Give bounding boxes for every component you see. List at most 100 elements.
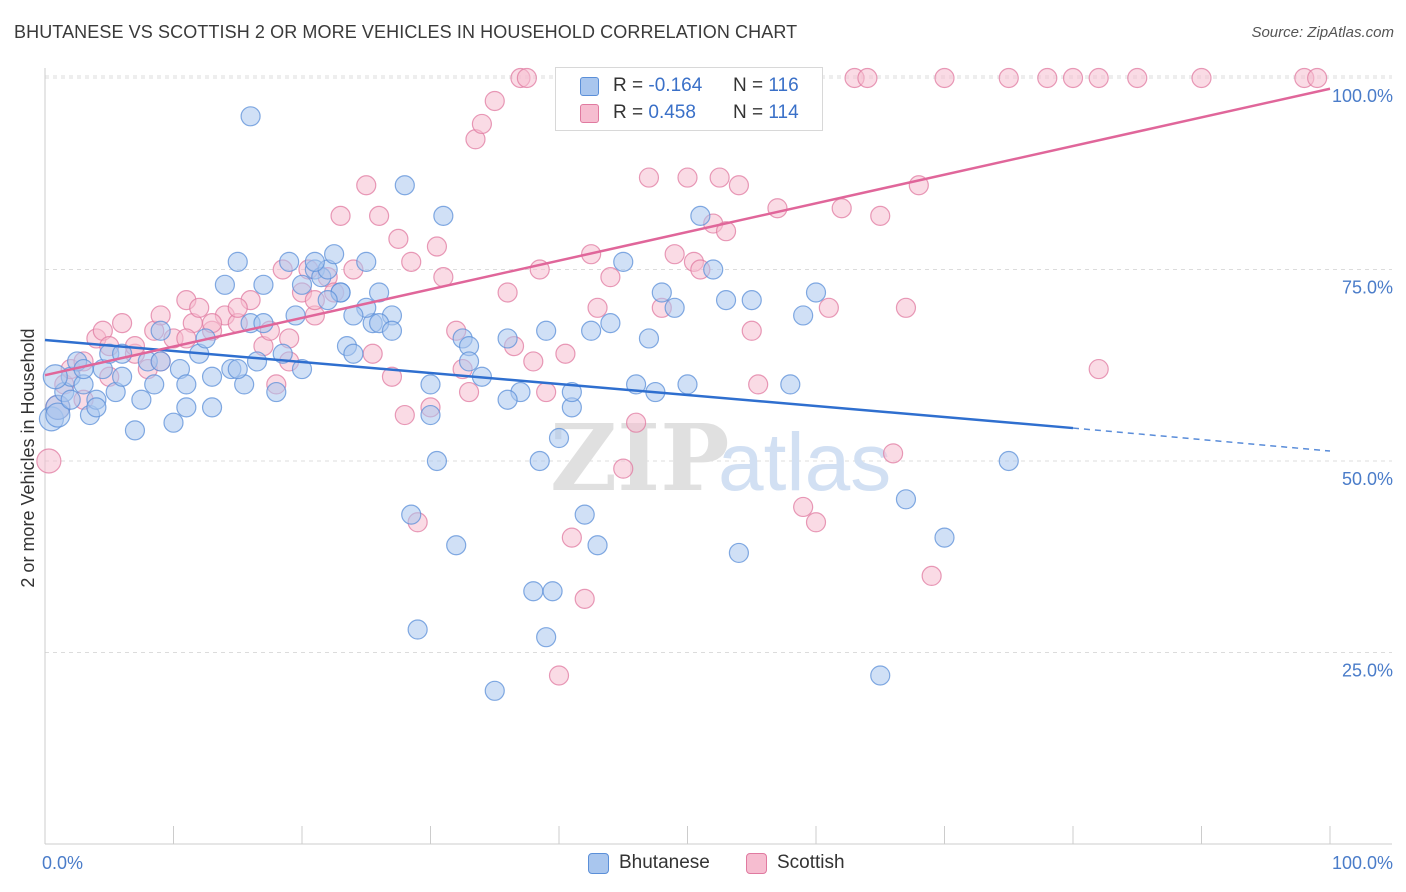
chart-source: Source: ZipAtlas.com: [1251, 24, 1394, 41]
bhutanese-point-80: [741, 290, 762, 311]
legend-item-bhutanese[interactable]: Bhutanese: [588, 852, 710, 874]
r-label: R =: [613, 75, 644, 96]
scottish-point-97: [1191, 67, 1212, 89]
trend-lines: [44, 87, 1331, 452]
scottish-point-88: [882, 443, 904, 464]
bhutanese-point-66: [581, 320, 602, 341]
scottish-point-75: [728, 175, 750, 196]
legend-label-scottish: Scottish: [777, 852, 845, 873]
bhutanese-point-83: [780, 374, 801, 395]
bhutanese-trend-extension: [1072, 427, 1331, 452]
bhutanese-point-48: [407, 619, 428, 640]
scottish-legend-icon: [746, 852, 767, 874]
bhutanese-point-77: [703, 259, 724, 280]
r-label: R =: [613, 102, 644, 123]
bhutanese-point-16: [150, 320, 171, 341]
bhutanese-point-63: [548, 427, 570, 449]
scottish-point-39: [401, 251, 422, 272]
legend-label-bhutanese: Bhutanese: [619, 852, 710, 873]
legend-n-scottish: N = 114: [733, 102, 799, 124]
scottish-point-62: [587, 297, 608, 318]
bhutanese-point-104: [227, 358, 248, 380]
bhutanese-swatch-icon: [580, 76, 599, 96]
bhutanese-point-59: [523, 581, 544, 602]
scottish-point-34: [362, 343, 383, 364]
scottish-point-86: [857, 67, 878, 89]
bhutanese-point-11: [111, 366, 133, 387]
scottish-point-53: [516, 67, 537, 89]
legend-r-scottish: R = 0.458: [613, 102, 733, 124]
scottish-point-84: [831, 198, 852, 219]
bhutanese-point-110: [420, 404, 441, 426]
scottish-swatch-icon: [580, 103, 599, 123]
bhutanese-point-114: [561, 381, 582, 403]
legend-n-bhutanese: N = 116: [733, 75, 799, 97]
bhutanese-point-103: [201, 397, 223, 418]
bhutanese-point-97: [45, 402, 71, 428]
legend-row-scottish: R = 0.458 N = 114: [556, 100, 799, 126]
scottish-point-54: [523, 351, 544, 372]
bhutanese-point-107: [317, 290, 338, 311]
bhutanese-point-112: [497, 389, 518, 410]
bhutanese-point-106: [291, 274, 313, 295]
bhutanese-points: [38, 67, 1019, 701]
bhutanese-legend-icon: [588, 852, 609, 874]
scottish-point-60: [574, 588, 595, 609]
scottish-point-49: [484, 90, 505, 112]
bhutanese-point-49: [420, 374, 441, 395]
scottish-point-73: [709, 167, 730, 188]
scottish-point-57: [548, 665, 570, 686]
legend-item-scottish[interactable]: Scottish: [746, 852, 845, 874]
scottish-point-68: [664, 244, 685, 265]
bhutanese-point-87: [895, 489, 917, 510]
tick-labels: 25.0% 50.0% 75.0% 100.0% 0.0% 100.0%: [42, 86, 1393, 873]
scottish-point-74: [715, 221, 737, 242]
bhutanese-point-29: [253, 274, 274, 295]
scottish-point-87: [870, 205, 891, 226]
scottish-point-93: [998, 67, 1019, 89]
bhutanese-point-13: [131, 389, 152, 410]
bhutanese-point-61: [536, 627, 557, 648]
bhutanese-point-86: [870, 665, 891, 686]
n-value: 116: [768, 75, 799, 96]
legend-row-bhutanese: R = -0.164 N = 116: [556, 73, 799, 99]
scottish-point-56: [536, 381, 557, 403]
bhutanese-point-98: [60, 389, 81, 410]
scottish-point-42: [426, 236, 448, 257]
bhutanese-point-96: [86, 397, 107, 418]
scottish-point-89: [895, 297, 917, 318]
bhutanese-point-90: [240, 106, 261, 127]
scottish-point-37: [388, 228, 409, 249]
bhutanese-point-41: [343, 343, 364, 364]
bhutanese-point-56: [484, 680, 505, 701]
scottish-point-36: [381, 366, 403, 387]
scottish-point-77: [748, 374, 769, 395]
scottish-point-96: [1127, 67, 1148, 89]
n-value: 114: [768, 102, 799, 123]
scottish-point-48: [471, 113, 492, 135]
bhutanese-point-51: [433, 205, 454, 226]
bhutanese-point-52: [446, 535, 467, 556]
scottish-point-108: [227, 297, 248, 318]
scottish-point-81: [793, 496, 814, 518]
x-tick-label-min: 0.0%: [42, 853, 83, 873]
scottish-point-16: [189, 297, 210, 318]
bhutanese-point-60: [529, 450, 550, 472]
scottish-point-64: [613, 458, 634, 479]
scottish-point-35: [369, 205, 390, 226]
grid-lines: [45, 75, 1392, 653]
scottish-point-91: [921, 565, 942, 587]
scottish-point-46: [458, 381, 480, 403]
y-tick-label-1: 50.0%: [1342, 469, 1393, 489]
legend-r-bhutanese: R = -0.164: [613, 75, 733, 97]
scottish-point-99: [1307, 67, 1328, 89]
scottish-point-69: [677, 167, 698, 188]
scottish-point-83: [818, 297, 839, 318]
bhutanese-trend-line: [44, 338, 1074, 430]
scottish-point-92: [934, 67, 955, 89]
y-axis-title: 2 or more Vehicles in Household: [18, 328, 38, 587]
y-tick-label-3: 100.0%: [1332, 86, 1393, 106]
axes: 2 or more Vehicles in Household: [18, 68, 1392, 845]
